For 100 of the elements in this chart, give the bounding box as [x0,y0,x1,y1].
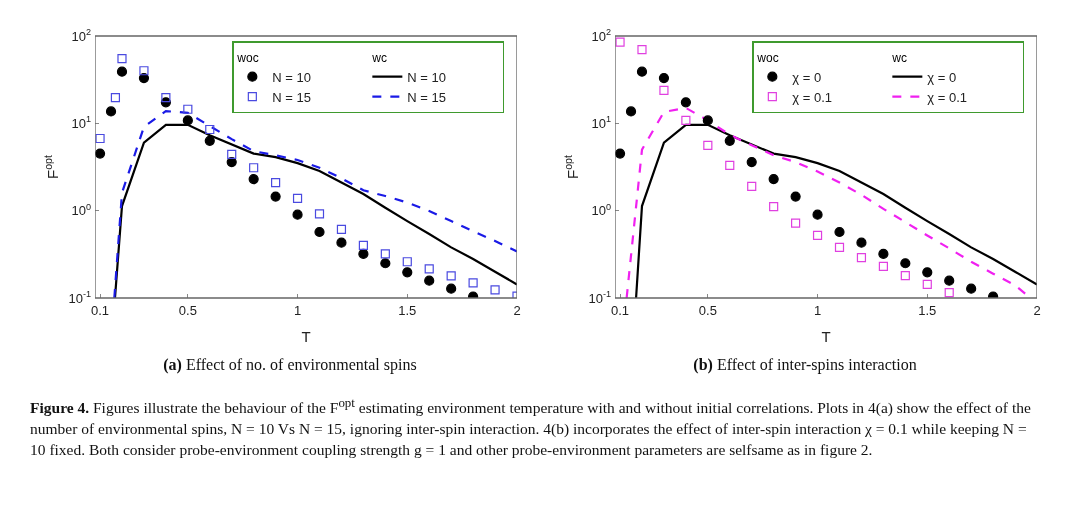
point [138,72,150,84]
legend-label: χ = 0 [792,69,822,85]
point [490,285,500,295]
y-tick-label: 10$^{1}$ [71,114,92,131]
point [105,106,117,117]
point [703,140,713,150]
point [248,173,259,185]
point [900,258,911,269]
point [966,283,977,294]
legend-label: χ = 0.1 [927,89,968,105]
point [468,278,478,288]
point [271,177,281,188]
point [116,66,128,77]
y-tick-label: 10$^{2}$ [71,27,92,44]
point [680,97,691,108]
point [227,149,237,160]
x-axis-title: T [301,327,311,345]
point [380,249,390,259]
point [636,66,648,77]
point [790,191,801,202]
point [139,66,149,76]
point [878,261,888,272]
point [424,264,434,274]
point [182,115,193,126]
point [769,202,779,212]
point [659,85,669,95]
point [205,124,215,135]
point [110,93,121,103]
annotation: wc [371,50,388,65]
point [702,115,713,126]
text: (b) Effect of inter-spins interaction [693,355,917,374]
point [358,248,369,259]
x-tick-label: 0.1 [611,302,630,318]
point [615,37,625,47]
x-tick-label: 0.5 [698,302,717,318]
annotation: wc [891,50,908,65]
point [402,267,413,278]
point [834,226,845,238]
point [314,209,325,219]
point [95,148,106,159]
point [446,271,456,281]
x-tick-label: 1.5 [918,302,937,318]
point [637,44,647,55]
x-tick-label: 1.5 [398,302,417,318]
point [424,275,435,286]
point [270,191,281,202]
point [747,181,757,191]
point [292,193,303,204]
y-tick-label: 10$^{0}$ [71,201,92,219]
x-tick-label: 2 [513,302,521,318]
x-axis-title: T [821,327,831,345]
y-tick-label: 10$^{1}$ [591,114,612,131]
y-tick-label: 10$^{-1}$ [68,289,92,306]
point [380,258,391,269]
legend-label: χ = 0 [927,69,957,85]
point [336,224,347,235]
x-tick-label: 0.1 [91,302,110,318]
point [791,218,801,228]
point [117,54,127,64]
point [249,163,259,173]
point [944,275,955,286]
point [856,253,867,263]
point [812,209,823,220]
point [658,72,670,84]
point [358,240,368,251]
y-tick-label: 10$^{-1}$ [588,289,612,306]
point [746,156,757,168]
point [95,133,105,144]
point [812,230,823,241]
point [922,267,933,278]
point [204,135,215,146]
point [834,242,845,252]
point [768,173,779,185]
point [336,237,347,248]
point [625,106,637,117]
point [922,279,932,290]
point [402,257,412,267]
point [446,283,457,294]
point [724,135,735,146]
point [856,237,867,248]
x-tick-label: 0.5 [178,302,197,318]
x-tick-label: 1 [293,302,302,318]
y-tick-label: 10$^{0}$ [591,201,612,219]
point [878,248,889,259]
y-tick-label: 10$^{2}$ [591,27,612,44]
caption: Figure 4. Figures illustrate the behaviour of the F$^{opt}$ estimating environment temperature with and without initial correlations. Plots in 4(a) show the effect of the number of environmental spins, N = 10 Vs N = 15, ignoring inter-spin interaction. 4(b) incorporates the effect of inter-spin interaction χ = 0.1 while keeping N = 10 fixed. Both consider probe-environment coupling strength g = 1 and other probe-environment parameters are selfsame as in figure 2. [30,394,1032,461]
x-tick-label: 2 [1033,302,1041,318]
point [615,148,626,159]
legend-label: N = 10 [407,69,447,85]
point [161,93,171,103]
point [725,160,735,170]
point [292,209,303,220]
point [183,104,193,114]
x-tick-label: 1 [813,302,822,318]
legend-label: N = 15 [272,89,312,105]
point [314,226,325,238]
point [944,288,954,298]
point [226,156,237,168]
annotation: woc [236,50,259,65]
point [681,115,691,126]
